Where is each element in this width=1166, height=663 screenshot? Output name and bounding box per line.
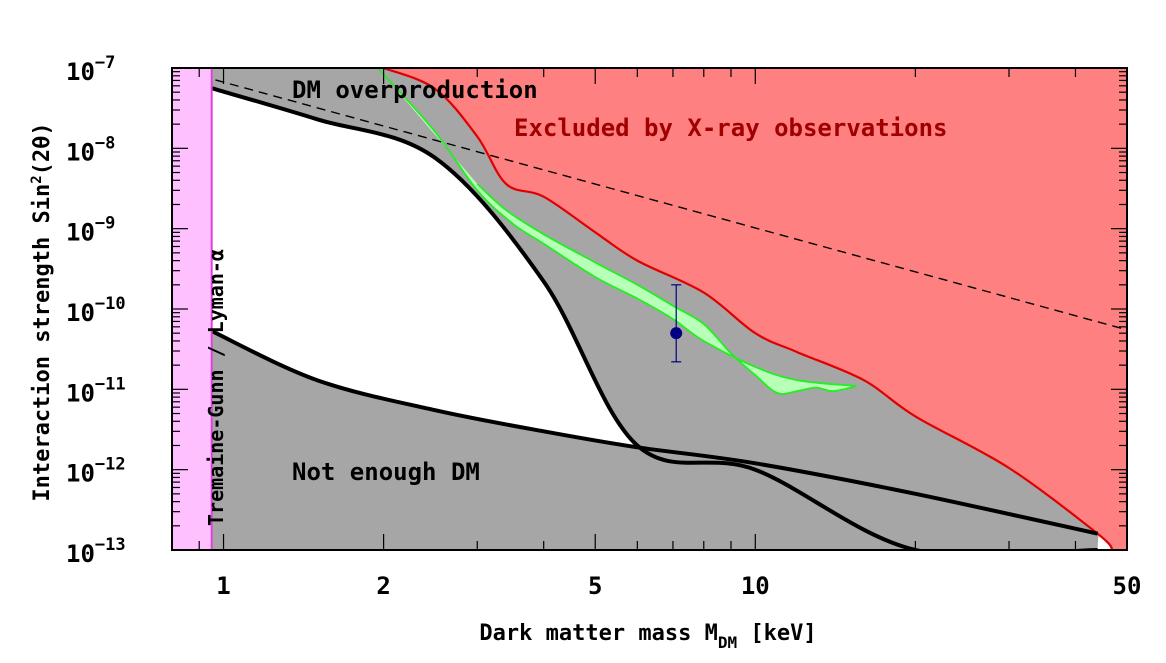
xray-exclusion-line (383, 68, 1114, 550)
data-point-errorbar (671, 284, 682, 363)
y-tick-label: 10−8 (66, 133, 115, 166)
x-tick-label: 1 (216, 572, 230, 600)
tremaine-gunn-label: Tremaine-Gunn / Lyman-α (204, 249, 228, 526)
x-tick-label: 50 (1113, 572, 1142, 600)
y-tick-label: 10−10 (66, 294, 126, 327)
y-axis-title-tail: (2θ) (30, 122, 55, 175)
not-enough-dm-region (211, 331, 1098, 550)
y-axis-title: Interaction strength Sin2(2θ) (29, 122, 55, 501)
x-tick-label: 2 (376, 572, 390, 600)
y-tick-label: 10−11 (66, 374, 126, 407)
y-tick-label: 10−9 (66, 214, 115, 247)
x-tick-label: 5 (588, 572, 602, 600)
y-tick-labels: 10−7 10−8 10−9 10−10 10−11 10−12 10−13 (66, 53, 126, 568)
data-point (670, 327, 683, 340)
overproduction-label: DM overproduction (292, 76, 538, 104)
x-axis-title-text: Dark matter mass M (479, 621, 717, 646)
plot-frame (171, 67, 1128, 551)
x-tick-labels: 1 2 5 10 50 (216, 572, 1141, 600)
y-tick-label: 10−7 (66, 53, 115, 86)
x-axis-title-sub: DM (718, 633, 737, 652)
x-axis-title: Dark matter mass MDM [keV] (479, 621, 816, 652)
dashed-line (172, 68, 1127, 331)
dm-overproduction-line (211, 86, 1098, 550)
green-band-edge (377, 68, 857, 395)
xray-label: Excluded by X-ray observations (514, 114, 947, 142)
x-axis-title-unit: [keV] (737, 621, 816, 646)
y-axis-title-sup: 2 (29, 175, 45, 183)
y-tick-label: 10−13 (66, 535, 126, 568)
not-enough-dm-line (210, 329, 1098, 536)
axis-ticks (171, 67, 1128, 551)
x-tick-label: 10 (741, 572, 770, 600)
y-tick-label: 10−12 (66, 455, 126, 488)
y-axis-title-text: Interaction strength Sin (30, 184, 55, 502)
not-enough-label: Not enough DM (292, 458, 480, 486)
